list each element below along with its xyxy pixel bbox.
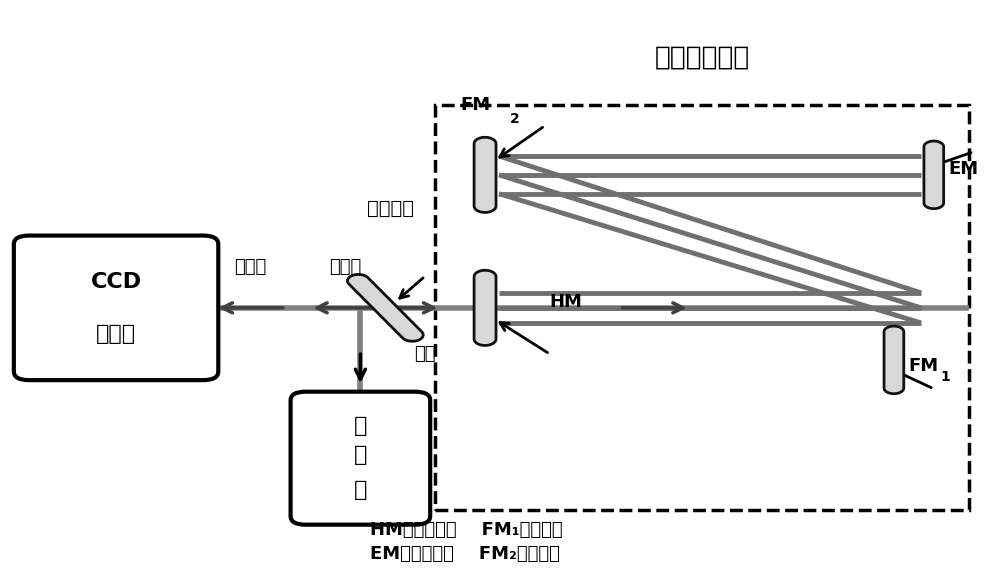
Text: EM：末端腔镜    FM₂：折叠镜: EM：末端腔镜 FM₂：折叠镜 <box>370 544 560 562</box>
Text: 2: 2 <box>510 112 520 125</box>
Text: EM: EM <box>949 160 979 178</box>
Text: 1: 1 <box>941 370 951 384</box>
PathPatch shape <box>924 141 944 209</box>
Text: HM: HM <box>550 293 583 311</box>
Text: 长通滤镜: 长通滤镜 <box>367 199 414 218</box>
Text: HM：首端腔镜    FM₁：折叠镜: HM：首端腔镜 FM₁：折叠镜 <box>370 522 563 540</box>
PathPatch shape <box>347 274 423 341</box>
PathPatch shape <box>474 137 496 213</box>
PathPatch shape <box>474 270 496 346</box>
Text: FM: FM <box>909 357 939 375</box>
Text: 器: 器 <box>354 480 367 500</box>
Text: 拉曼光: 拉曼光 <box>329 258 362 276</box>
FancyBboxPatch shape <box>14 235 218 380</box>
Text: 拉曼光: 拉曼光 <box>235 258 267 276</box>
FancyBboxPatch shape <box>291 392 430 525</box>
Text: 折叠型多反腔: 折叠型多反腔 <box>654 45 750 71</box>
Bar <box>435 106 969 510</box>
Text: 光: 光 <box>354 445 367 465</box>
Text: 激光: 激光 <box>414 346 436 364</box>
Text: FM: FM <box>460 96 490 114</box>
PathPatch shape <box>884 326 904 394</box>
Text: CCD: CCD <box>91 272 142 292</box>
Text: 光谱仪: 光谱仪 <box>96 324 136 344</box>
Text: 激: 激 <box>354 417 367 436</box>
